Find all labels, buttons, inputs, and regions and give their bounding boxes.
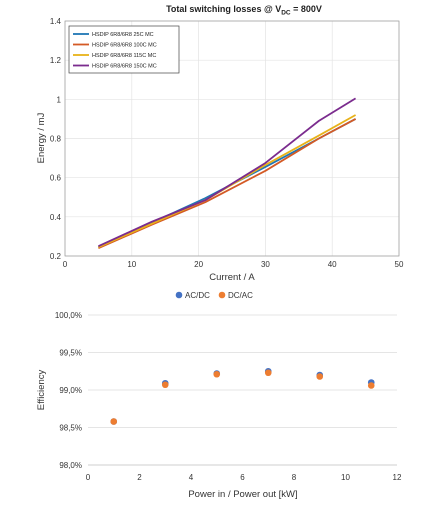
chart1-x-tick-label: 50 [395,260,404,269]
chart1-y-tick-label: 0.6 [50,174,62,183]
chart1-y-tick-label: 0.8 [50,135,62,144]
chart1-legend-label: HSDIP 6R8/6R8 115C MC [92,53,156,59]
chart1-title: Total switching losses @ VDC = 800V [166,4,322,17]
chart2-data-point [264,369,272,377]
chart2-data-point [367,382,375,389]
chart1-y-tick-label: 1 [57,95,62,104]
chart1-legend: HSDIP 6R8/6R8 25C MC HSDIP 6R8/6R8 100C M… [68,25,180,74]
chart1-x-axis-label: Current / A [209,272,255,283]
chart2-y-tick-label: 99,5% [59,349,82,358]
chart2-x-tick-label: 8 [292,473,297,482]
chart1-y-axis-label: Energy / mJ [36,112,47,163]
chart2-x-axis-label: Power in / Power out [kW] [188,489,297,500]
chart2-y-tick-label: 99,0% [59,386,82,395]
chart1-legend-label: HSDIP 6R8/6R8 100C MC [92,43,157,49]
chart2-x-tick-label: 6 [240,473,245,482]
chart1-x-tick-label: 20 [194,260,203,269]
chart1-y-tick-label: 1.4 [50,17,62,26]
chart2-x-tick-label: 2 [137,473,142,482]
chart2-legend-swatch [218,291,226,299]
chart2-data-point [316,373,324,380]
switching-losses-chart: Total switching losses @ VDC = 800V 0 10 2… [36,4,404,283]
chart1-y-tick-label: 1.2 [50,56,62,65]
chart2-y-tick-label: 100,0% [55,311,82,320]
efficiency-chart: AC/DC DC/AC 0 2 4 6 8 10 12 98,0% 98,5% 99,0% 99,5… [36,291,402,500]
chart1-x-tick-label: 0 [63,260,68,269]
chart2-legend: AC/DC DC/AC [175,291,253,300]
chart2-x-tick-label: 4 [189,473,194,482]
chart1-legend-label: HSDIP 6R8/6R8 150C MC [92,64,157,70]
chart1-legend-label: HSDIP 6R8/6R8 25C MC [92,32,154,38]
chart1-series-line [98,97,357,248]
chart2-legend-label: AC/DC [185,291,210,300]
chart2-y-tick-label: 98,0% [59,461,82,470]
chart2-y-tick-label: 98,5% [59,424,82,433]
chart1-plot-frame [64,20,400,257]
chart2-data-point [110,418,118,425]
chart1-y-tick-label: 0.4 [50,213,62,222]
chart2-x-tick-label: 12 [393,473,402,482]
chart1-x-tick-label: 40 [328,260,337,269]
chart2-x-tick-label: 0 [86,473,91,482]
chart2-x-tick-label: 10 [341,473,350,482]
chart1-y-tick-label: 0.2 [50,252,62,261]
chart1-x-tick-label: 10 [127,260,136,269]
chart2-data-point [213,370,221,378]
chart2-legend-swatch [175,291,183,299]
chart2-y-axis-label: Efficiency [36,370,47,411]
chart2-legend-label: DC/AC [228,291,253,300]
chart1-series-line [98,114,357,249]
chart1-x-tick-label: 30 [261,260,270,269]
chart2-data-point [161,381,169,389]
